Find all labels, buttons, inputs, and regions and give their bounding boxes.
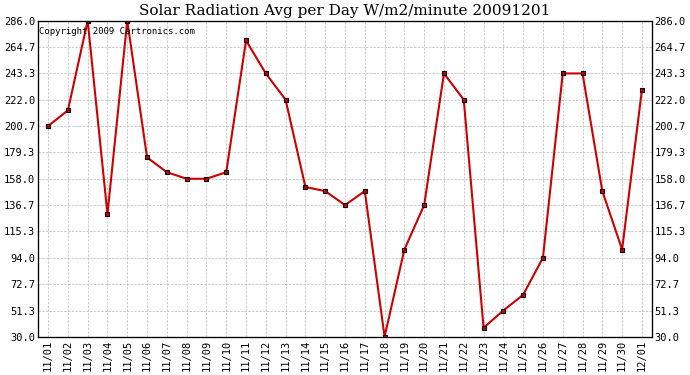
Title: Solar Radiation Avg per Day W/m2/minute 20091201: Solar Radiation Avg per Day W/m2/minute … — [139, 4, 551, 18]
Text: Copyright 2009 Cartronics.com: Copyright 2009 Cartronics.com — [39, 27, 195, 36]
